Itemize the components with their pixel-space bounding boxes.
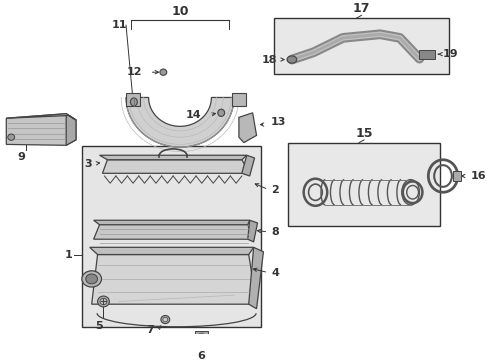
Polygon shape: [248, 220, 258, 242]
Polygon shape: [6, 114, 76, 120]
Polygon shape: [249, 247, 264, 309]
Polygon shape: [102, 160, 250, 173]
Text: 17: 17: [353, 2, 370, 15]
Text: 1: 1: [64, 249, 72, 260]
Polygon shape: [92, 255, 257, 304]
Polygon shape: [94, 225, 254, 239]
Polygon shape: [66, 114, 76, 145]
Ellipse shape: [198, 333, 204, 338]
Text: 14: 14: [186, 109, 201, 120]
Text: 5: 5: [95, 321, 102, 331]
Ellipse shape: [160, 69, 167, 75]
Text: 9: 9: [17, 152, 25, 162]
Text: 10: 10: [172, 5, 189, 18]
Ellipse shape: [86, 274, 98, 284]
Ellipse shape: [82, 271, 101, 287]
Ellipse shape: [163, 317, 168, 322]
Text: 13: 13: [270, 117, 286, 127]
Polygon shape: [94, 220, 250, 225]
Polygon shape: [99, 155, 247, 160]
Bar: [274, 18, 449, 74]
Polygon shape: [126, 98, 234, 147]
Ellipse shape: [161, 315, 170, 324]
Bar: [126, 93, 140, 105]
Text: 11: 11: [111, 20, 127, 30]
Bar: [82, 146, 262, 327]
Polygon shape: [242, 155, 255, 176]
Bar: [195, 331, 208, 340]
Text: 6: 6: [197, 351, 205, 360]
Ellipse shape: [287, 56, 297, 63]
Ellipse shape: [130, 98, 137, 106]
Text: 15: 15: [355, 127, 373, 140]
Polygon shape: [239, 113, 257, 143]
Text: 3: 3: [84, 159, 92, 169]
Text: 7: 7: [146, 325, 153, 336]
Text: 12: 12: [126, 67, 142, 77]
Bar: [232, 93, 246, 105]
Text: 8: 8: [271, 227, 279, 237]
Text: 4: 4: [271, 267, 279, 278]
Bar: [453, 171, 461, 180]
Polygon shape: [6, 114, 76, 145]
Text: 16: 16: [470, 171, 486, 181]
Ellipse shape: [8, 134, 15, 140]
Text: 18: 18: [262, 55, 277, 64]
Ellipse shape: [98, 296, 109, 307]
Bar: [419, 50, 435, 59]
Ellipse shape: [100, 298, 107, 305]
Text: 2: 2: [271, 185, 279, 194]
Bar: [288, 143, 440, 226]
Ellipse shape: [218, 109, 224, 116]
Polygon shape: [90, 247, 254, 255]
Text: 19: 19: [443, 49, 459, 59]
